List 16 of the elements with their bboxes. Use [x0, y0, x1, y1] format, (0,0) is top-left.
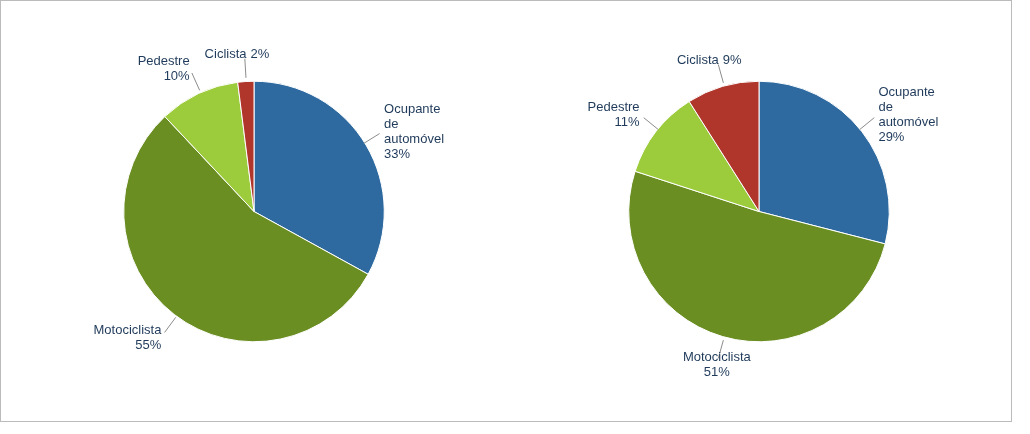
data-label: 2% [250, 45, 270, 61]
data-label: 9% [722, 51, 743, 67]
slice-label: Ocupante de automóvel [878, 84, 939, 130]
slice-label: Pedestre [587, 99, 640, 115]
data-label: 10% [163, 68, 191, 84]
data-label: 33% [384, 145, 411, 161]
slice-label: Ciclista [676, 51, 720, 67]
slice-label: Pedestre [137, 53, 190, 69]
data-label: 11% [614, 114, 641, 130]
slice-label: Motociclista [93, 321, 163, 337]
data-label: 29% [878, 129, 905, 145]
data-label: 51% [703, 363, 731, 379]
slice-label: Ciclista [204, 45, 248, 61]
slice-label: Ocupante de automóvel [384, 100, 445, 146]
data-label: 55% [135, 336, 162, 352]
slice-label: Motociclista [682, 348, 752, 364]
